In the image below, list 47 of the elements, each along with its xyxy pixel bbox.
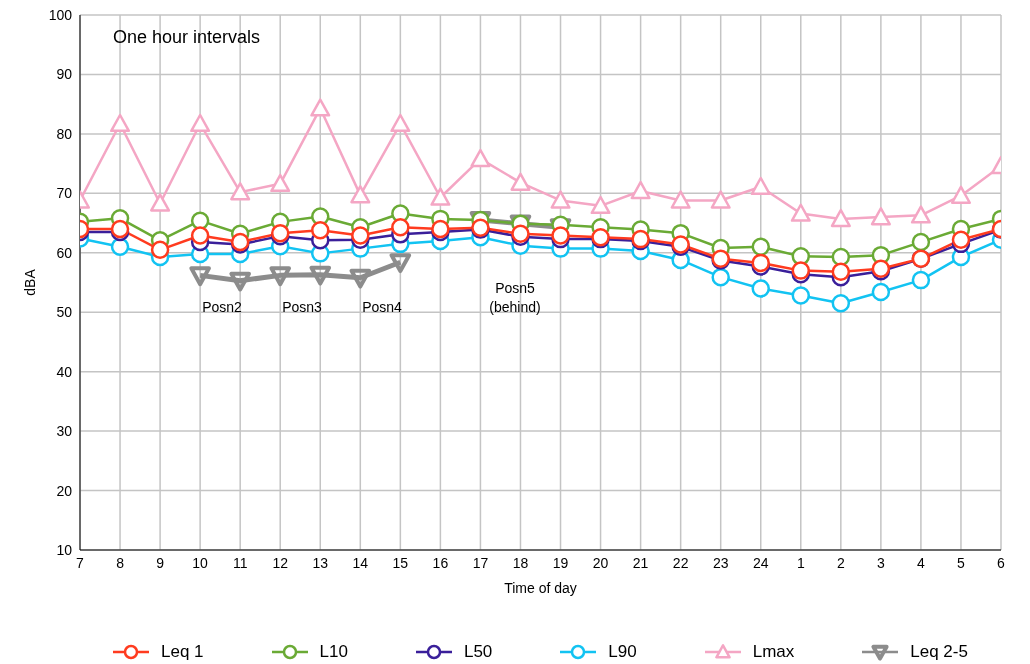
x-tick-label: 3 — [876, 554, 885, 571]
annotation: Posn2 — [201, 298, 243, 317]
x-tick-label: 1 — [796, 554, 805, 571]
x-tick-label: 6 — [997, 554, 1006, 571]
x-tick-label: 20 — [592, 554, 609, 571]
x-tick-label: 16 — [432, 554, 449, 571]
y-tick-label: 50 — [56, 304, 73, 321]
legend-label: Leq 1 — [161, 642, 204, 662]
annotation: Posn4 — [361, 298, 403, 317]
y-tick-label: 100 — [48, 6, 73, 23]
y-tick-label: 90 — [56, 66, 73, 83]
x-tick-label: 17 — [472, 554, 489, 571]
x-tick-label: 15 — [392, 554, 409, 571]
x-tick-label: 10 — [192, 554, 209, 571]
annotation: One hour intervals — [113, 27, 261, 47]
legend-label: L10 — [319, 642, 348, 662]
x-axis-title: Time of day — [504, 580, 577, 596]
legend-label: Lmax — [752, 642, 795, 662]
x-tick-label: 13 — [312, 554, 329, 571]
y-tick-label: 40 — [56, 363, 73, 380]
y-tick-label: 80 — [56, 125, 73, 142]
x-tick-label: 12 — [272, 554, 289, 571]
x-tick-label: 8 — [116, 554, 125, 571]
y-tick-label: 60 — [56, 244, 73, 261]
annotation: Posn5 (behind) — [488, 279, 542, 317]
annotation: Posn3 — [281, 298, 323, 317]
x-tick-label: 21 — [632, 554, 649, 571]
x-tick-label: 23 — [712, 554, 729, 571]
y-axis-title: dBA — [21, 268, 38, 296]
x-tick-label: 14 — [352, 554, 369, 571]
legend-label: L50 — [463, 642, 493, 662]
y-tick-label: 30 — [56, 423, 73, 440]
x-tick-label: 18 — [512, 554, 529, 571]
legend-label: L90 — [608, 642, 637, 662]
x-tick-label: 2 — [836, 554, 845, 571]
x-tick-label: 11 — [232, 554, 248, 571]
x-tick-label: 7 — [76, 554, 85, 571]
y-tick-label: 70 — [56, 185, 73, 202]
legend-label: Leq 2-5 — [910, 642, 968, 662]
x-tick-label: 5 — [957, 554, 966, 571]
x-tick-label: 22 — [672, 554, 689, 571]
x-tick-label: 9 — [156, 554, 165, 571]
y-tick-label: 10 — [56, 541, 73, 558]
y-tick-label: 20 — [56, 482, 73, 499]
x-tick-label: 4 — [917, 554, 926, 571]
x-tick-label: 19 — [552, 554, 569, 571]
x-tick-label: 24 — [752, 554, 769, 571]
